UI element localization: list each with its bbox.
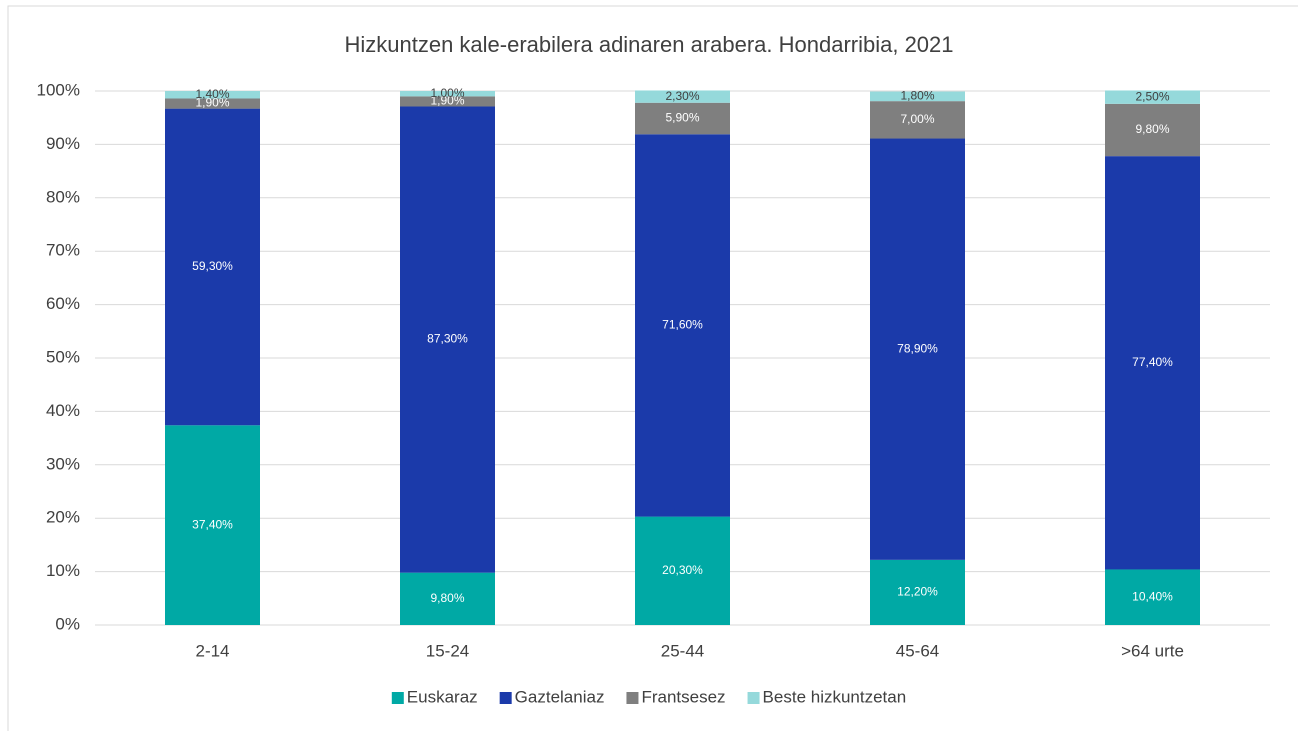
- chart-border: [7, 5, 1298, 731]
- data-label: 59,30%: [192, 259, 233, 273]
- data-label: 78,90%: [897, 341, 938, 355]
- data-label: 71,60%: [662, 318, 703, 332]
- bar-segment: [870, 91, 965, 102]
- bar-segment: [870, 138, 965, 560]
- chart-title: Hizkuntzen kale-erabilera adinaren arabe…: [344, 32, 953, 57]
- legend-label: Gaztelaniaz: [515, 687, 605, 706]
- data-label: 9,80%: [1135, 122, 1169, 136]
- y-tick-label: 60%: [46, 294, 80, 313]
- data-label: 87,30%: [427, 332, 468, 346]
- bar-segment: [635, 134, 730, 517]
- bar-segment: [635, 90, 730, 103]
- y-tick-label: 30%: [46, 454, 80, 473]
- data-label: 1,80%: [900, 89, 934, 103]
- y-tick-label: 0%: [55, 614, 80, 633]
- bar-segment: [400, 91, 495, 97]
- bar-segment: [870, 101, 965, 139]
- y-tick-label: 50%: [46, 347, 80, 366]
- bar-segment: [165, 91, 260, 99]
- bar-segment: [870, 559, 965, 625]
- bar-segment: [1105, 156, 1200, 570]
- bar-segment: [400, 106, 495, 573]
- y-tick-label: 100%: [37, 80, 80, 99]
- legend-swatch: [626, 692, 639, 704]
- legend-label: Frantsesez: [641, 687, 725, 706]
- bar-segment: [165, 108, 260, 426]
- legend-swatch: [499, 692, 512, 704]
- data-label: 1,40%: [195, 87, 229, 101]
- data-label: 12,20%: [897, 585, 938, 599]
- y-tick-label: 70%: [46, 241, 80, 260]
- bar-segment: [165, 425, 260, 625]
- x-tick-label: 45-64: [896, 641, 939, 660]
- bar-segment: [400, 572, 495, 625]
- bar-segment: [400, 96, 495, 107]
- x-tick-label: 2-14: [195, 641, 229, 660]
- data-label: 77,40%: [1132, 355, 1173, 369]
- legend-swatch: [391, 692, 404, 704]
- data-label: 20,30%: [662, 563, 703, 577]
- data-label: 1,90%: [195, 96, 229, 110]
- y-tick-label: 90%: [46, 134, 80, 153]
- x-tick-label: 25-44: [661, 641, 704, 660]
- bar-segment: [635, 102, 730, 135]
- bar-segment: [635, 516, 730, 625]
- y-tick-label: 80%: [46, 187, 80, 206]
- legend-swatch: [747, 692, 760, 704]
- bar-segment: [1105, 90, 1200, 104]
- data-label: 10,40%: [1132, 589, 1173, 603]
- legend-label: Euskaraz: [407, 687, 478, 706]
- data-label: 2,50%: [1135, 89, 1169, 103]
- data-label: 1,90%: [430, 94, 464, 108]
- x-tick-label: >64 urte: [1121, 641, 1184, 660]
- data-label: 5,90%: [665, 111, 699, 125]
- bar-segment: [1105, 569, 1200, 625]
- data-label: 2,30%: [665, 89, 699, 103]
- data-label: 1,00%: [430, 86, 464, 100]
- y-tick-label: 20%: [46, 508, 80, 527]
- bar-segment: [1105, 103, 1200, 157]
- x-tick-label: 15-24: [426, 641, 469, 660]
- data-label: 9,80%: [430, 591, 464, 605]
- y-tick-label: 10%: [46, 561, 80, 580]
- data-label: 37,40%: [192, 517, 233, 531]
- legend-label: Beste hizkuntzetan: [763, 687, 907, 706]
- bar-segment: [165, 98, 260, 109]
- data-label: 7,00%: [900, 112, 934, 126]
- y-tick-label: 40%: [46, 401, 80, 420]
